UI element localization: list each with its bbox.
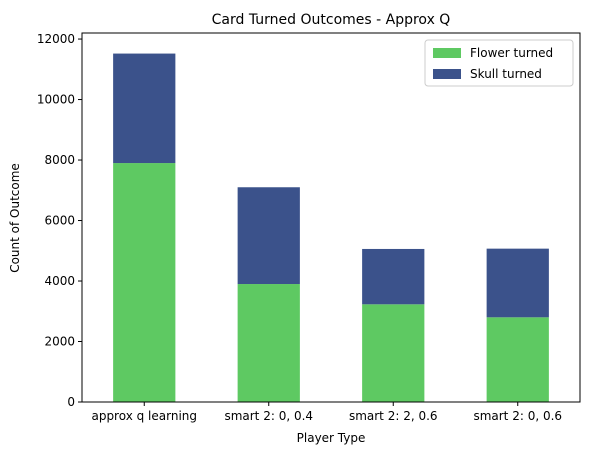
y-tick-label-5: 10000 — [37, 93, 75, 107]
bar-flower-1 — [237, 284, 300, 402]
y-tick-label-3: 6000 — [44, 214, 75, 228]
x-tick-label-2: smart 2: 2, 0.6 — [349, 409, 438, 423]
x-tick-label-3: smart 2: 0, 0.6 — [473, 409, 562, 423]
y-tick-label-2: 4000 — [44, 274, 75, 288]
bar-flower-3 — [486, 317, 549, 402]
legend-swatch-0 — [433, 48, 461, 58]
x-tick-label-1: smart 2: 0, 0.4 — [224, 409, 313, 423]
bar-flower-2 — [362, 304, 425, 402]
bar-flower-0 — [113, 163, 176, 402]
bar-skull-1 — [237, 187, 300, 285]
legend-swatch-1 — [433, 69, 461, 79]
legend: Flower turned Skull turned — [424, 39, 574, 87]
plot-area: approx q learning smart 2: 0, 0.4 smart 2:… — [37, 32, 581, 423]
y-tick-label-0: 0 — [67, 395, 75, 409]
y-axis-label: Count of Outcome — [8, 163, 22, 273]
legend-label-0: Flower turned — [470, 46, 553, 60]
chart-title: Card Turned Outcomes - Approx Q — [212, 12, 451, 28]
plot-frame — [81, 32, 581, 403]
x-axis-label: Player Type — [297, 431, 366, 445]
y-tick-label-4: 8000 — [44, 153, 75, 167]
legend-label-1: Skull turned — [470, 67, 542, 81]
bar-skull-2 — [362, 248, 425, 305]
bar-skull-3 — [486, 248, 549, 318]
y-tick-label-6: 12000 — [37, 32, 75, 46]
x-tick-label-0: approx q learning — [91, 409, 197, 423]
y-tick-label-1: 2000 — [44, 335, 75, 349]
legend-box — [424, 39, 574, 87]
bar-skull-0 — [113, 53, 176, 164]
